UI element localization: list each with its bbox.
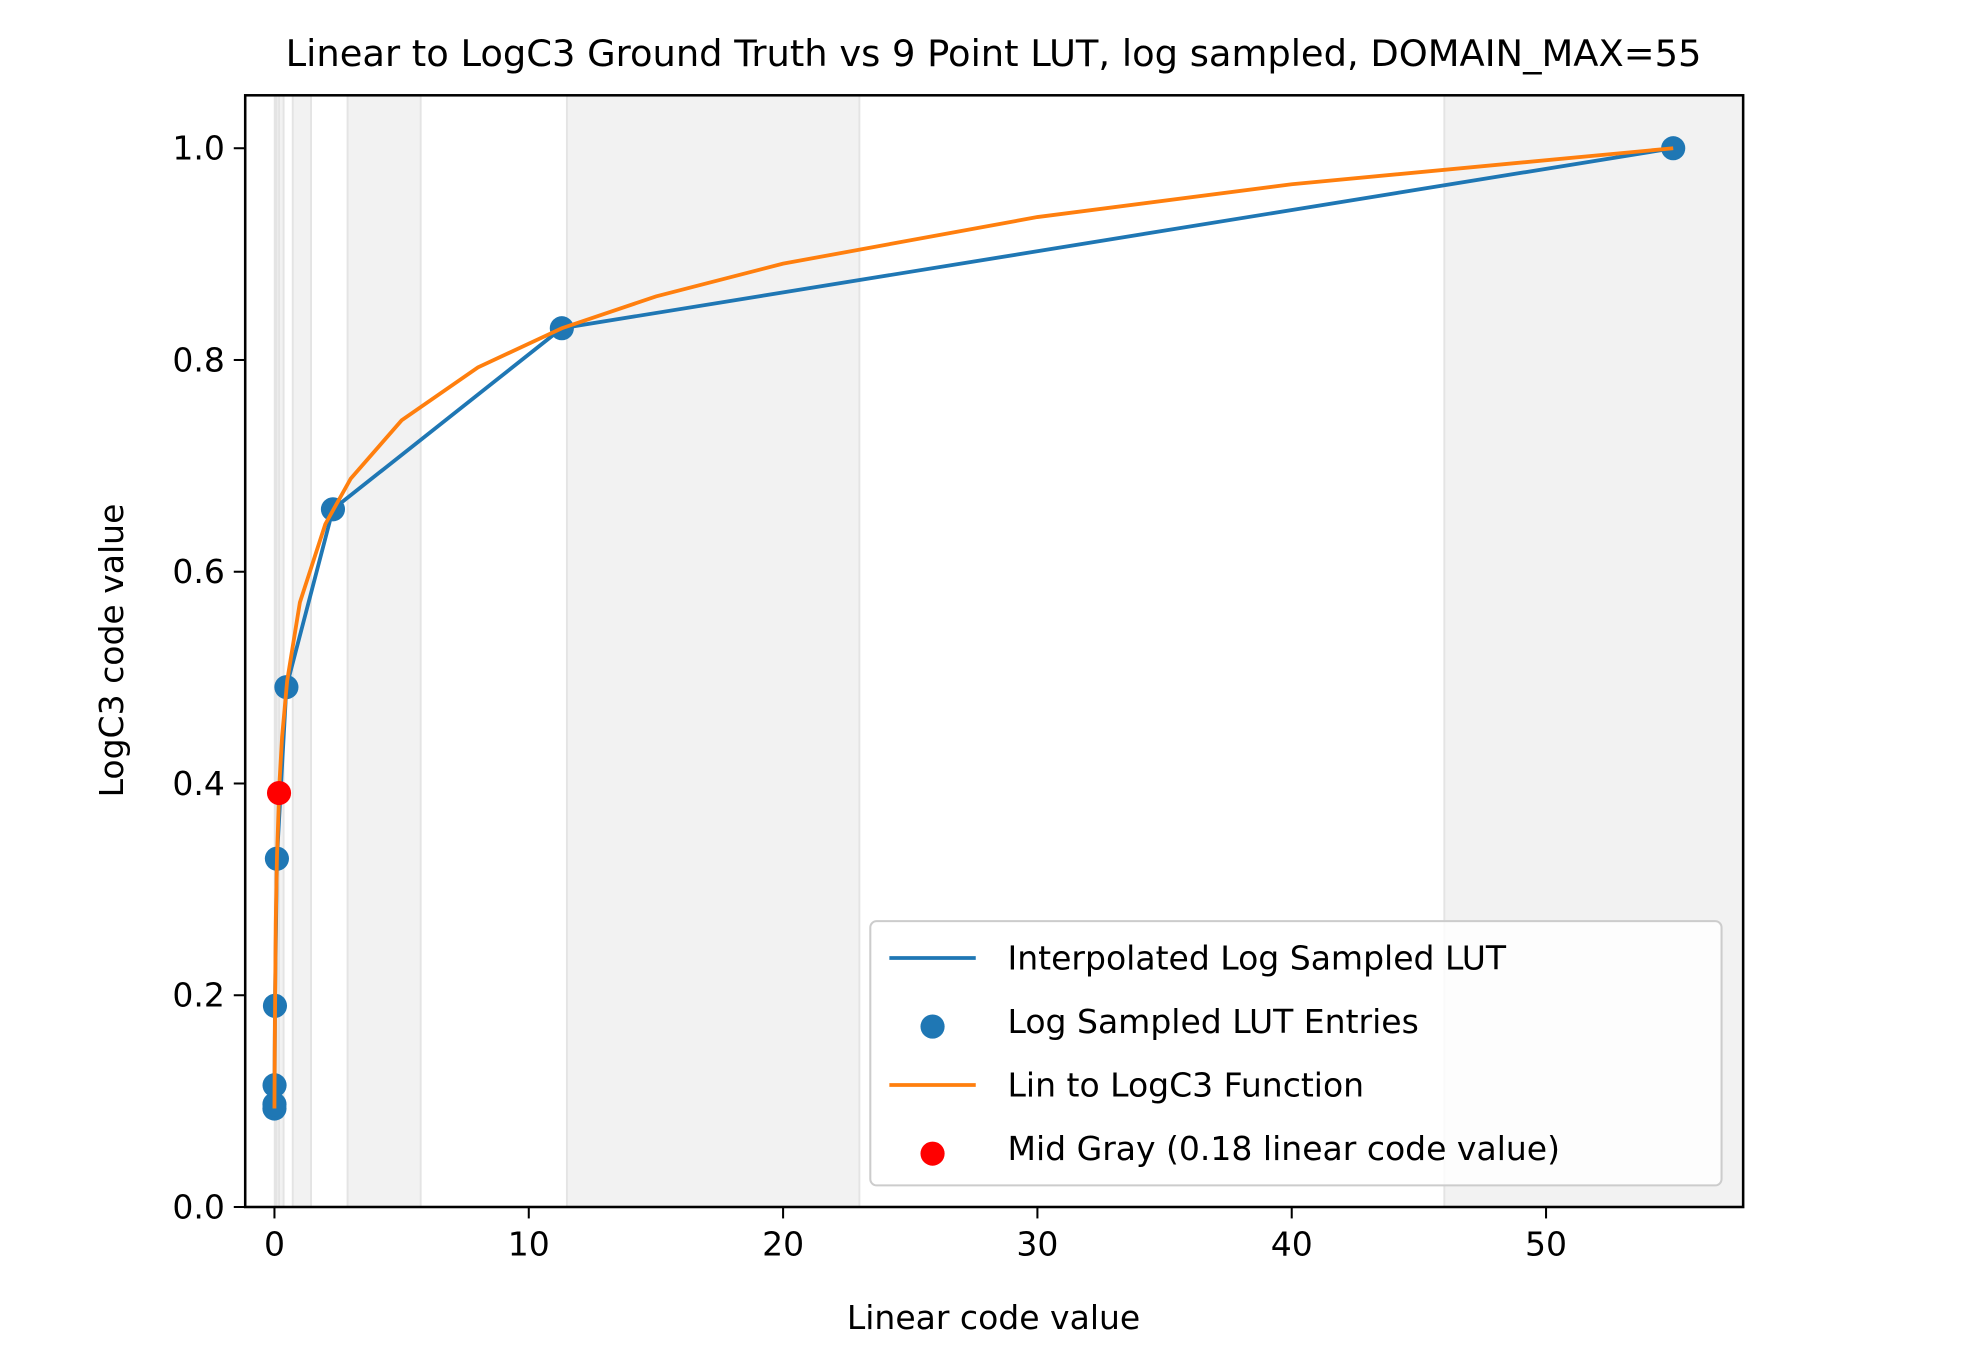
chart-title: Linear to LogC3 Ground Truth vs 9 Point … (286, 32, 1702, 75)
legend-swatch (920, 1014, 945, 1039)
scatter-point (266, 780, 292, 806)
legend-label: Lin to LogC3 Function (1008, 1065, 1365, 1104)
plot-frame (243, 94, 1745, 1209)
y-tick-label: 0.0 (172, 1187, 225, 1226)
x-tick-label: 10 (508, 1224, 550, 1263)
legend-swatch (920, 1141, 945, 1166)
y-axis-label: LogC3 code value (92, 504, 131, 798)
x-tick-label: 20 (762, 1224, 804, 1263)
marks (262, 136, 1686, 1121)
x-axis-label: Linear code value (847, 1298, 1140, 1337)
x-tick-label: 50 (1525, 1224, 1567, 1263)
legend-label: Interpolated Log Sampled LUT (1008, 938, 1507, 977)
series-line (272, 146, 1674, 1109)
shaded-span (278, 95, 285, 1208)
legend-label: Mid Gray (0.18 linear code value) (1008, 1129, 1560, 1168)
shaded-span (346, 95, 422, 1208)
y-tick-label: 0.4 (172, 764, 225, 803)
legend-label: Log Sampled LUT Entries (1008, 1002, 1419, 1041)
x-tick-label: 40 (1271, 1224, 1313, 1263)
legend-frame (869, 920, 1723, 1187)
y-tick-label: 1.0 (172, 129, 225, 168)
x-tick-label: 0 (264, 1224, 285, 1263)
legend: Interpolated Log Sampled LUT Log Sampled … (869, 920, 1723, 1187)
y-tick-label: 0.2 (172, 976, 225, 1015)
y-tick-label: 0.8 (172, 340, 225, 379)
axes: 0 10 20 30 40 50 0.0 0.2 0.4 0.6 0.8 1.0 (172, 94, 1745, 1263)
shaded-span (565, 95, 861, 1208)
y-tick-label: 0.6 (172, 552, 225, 591)
x-tick-label: 30 (1016, 1224, 1058, 1263)
